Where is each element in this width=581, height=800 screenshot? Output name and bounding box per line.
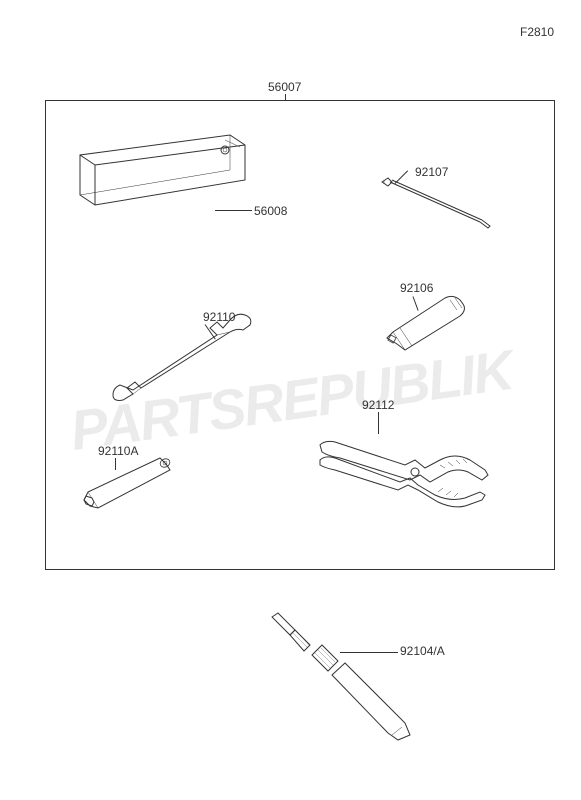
open-wrench-label: 92110 <box>203 310 235 324</box>
pliers-drawing <box>310 410 500 530</box>
tools-diagram: F2810 56007 56008 92107 92110 <box>0 0 581 800</box>
socket-wrench-drawing <box>70 450 180 520</box>
grease-tube-leader <box>340 652 398 653</box>
screwdriver-handle-label: 92106 <box>400 281 433 295</box>
main-group-label: 56007 <box>268 80 301 94</box>
grease-tube-label: 92104/A <box>400 644 445 658</box>
grease-tube-drawing <box>260 605 420 755</box>
pliers-leader <box>378 412 379 434</box>
tool-bag-label: 56008 <box>254 204 287 218</box>
open-wrench-drawing <box>105 310 255 410</box>
diagram-code: F2810 <box>520 25 554 39</box>
screwdriver-handle-drawing <box>375 290 475 360</box>
tool-bag-leader <box>215 210 252 211</box>
socket-wrench-label: 92110A <box>98 444 138 458</box>
screwdriver-bit-label: 92107 <box>415 165 448 179</box>
pliers-label: 92112 <box>362 398 394 412</box>
socket-wrench-leader <box>115 458 116 470</box>
screwdriver-bit-drawing <box>370 170 500 240</box>
tool-bag-drawing <box>70 125 250 215</box>
